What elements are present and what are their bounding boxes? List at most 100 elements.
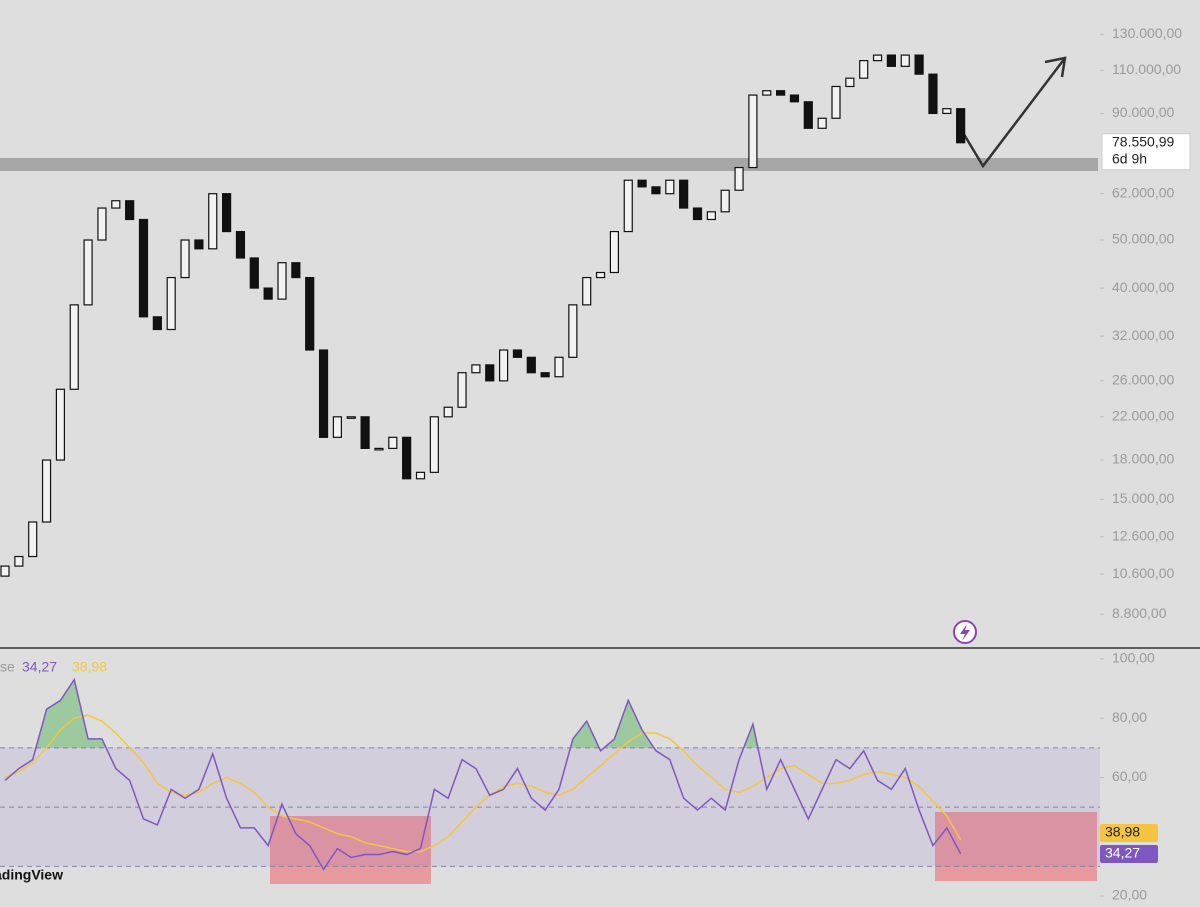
watermark: adingView	[0, 867, 63, 883]
candle-body	[374, 447, 384, 451]
oversold-box	[935, 812, 1097, 881]
y-tick-label: 10.600,00	[1112, 565, 1174, 581]
y-tick-label: 32.000,00	[1112, 327, 1174, 343]
badge-text: 34,27	[1105, 845, 1140, 861]
legend-value: 34,27	[22, 659, 57, 675]
y-tick-label: 12.600,00	[1112, 528, 1174, 544]
candle-body	[526, 356, 536, 374]
candle-body	[651, 186, 661, 195]
candle-body	[138, 218, 149, 318]
candle-body	[540, 372, 550, 378]
resistance-zone	[0, 158, 1098, 171]
candle-body	[111, 200, 121, 209]
candle-body	[166, 276, 176, 331]
candle-body	[665, 179, 675, 195]
candle-body	[318, 349, 329, 438]
y-tick-label: 130.000,00	[1112, 25, 1182, 41]
y-tick-label: 90.000,00	[1112, 104, 1174, 120]
candle-body	[332, 416, 342, 438]
candle-body	[692, 207, 703, 221]
candle-body	[748, 94, 758, 169]
candle-body	[222, 193, 232, 233]
oversold-box	[270, 816, 431, 884]
candle-body	[637, 179, 647, 188]
candle-body	[609, 230, 620, 274]
y-tick-label: 26.000,00	[1112, 372, 1174, 388]
candle-body	[942, 108, 952, 115]
candle-body	[443, 406, 453, 418]
candle-body	[14, 555, 24, 567]
y-tick-label: 100,00	[1112, 650, 1155, 666]
badge-text: 38,98	[1105, 824, 1140, 840]
candle-body	[180, 239, 190, 279]
candle-body	[263, 287, 273, 300]
y-tick-label: 18.000,00	[1112, 451, 1174, 467]
price-text: 78.550,99	[1112, 133, 1174, 149]
candle-body	[803, 101, 813, 129]
candle-body	[762, 90, 772, 96]
candle-body	[595, 271, 606, 279]
candle-body	[679, 179, 689, 209]
candle-body	[41, 459, 52, 523]
legend-value: 38,98	[72, 659, 107, 675]
overbought-area	[5, 679, 961, 748]
y-tick-label: 40.000,00	[1112, 279, 1174, 295]
lightning	[960, 624, 970, 641]
value-badge	[1100, 824, 1158, 842]
candle-body	[388, 436, 398, 449]
y-tick-label: 60,00	[1112, 768, 1147, 784]
candle-body	[360, 416, 370, 449]
candle-body	[582, 276, 592, 306]
projection-arrow	[960, 57, 1066, 169]
y-tick-label: 22.000,00	[1112, 408, 1174, 424]
candle-body	[0, 565, 10, 577]
candle-body	[69, 304, 79, 390]
candle-body	[512, 349, 523, 358]
candle-body	[235, 230, 246, 259]
candle-body	[734, 166, 744, 191]
rsi-line	[4, 677, 962, 871]
candle-body	[194, 239, 204, 250]
candle-body	[872, 54, 883, 62]
candle-body	[789, 94, 800, 103]
candle-body	[346, 416, 356, 419]
candle-body	[97, 207, 107, 241]
candle-body	[900, 54, 910, 67]
candle-body	[55, 388, 66, 461]
rsi-line	[4, 714, 962, 853]
candle-body	[568, 304, 578, 358]
candle-body	[623, 179, 633, 233]
y-tick-label: 50.000,00	[1112, 231, 1174, 247]
candle-body	[928, 73, 938, 115]
candle-body	[554, 356, 564, 378]
value-badge	[1100, 845, 1158, 863]
price-badge	[1101, 133, 1191, 171]
y-tick-label: 20,00	[1112, 887, 1147, 903]
candle-body	[956, 108, 966, 144]
candle-body	[291, 262, 301, 279]
candle-body	[277, 262, 287, 300]
candle-body	[457, 372, 467, 408]
candle-body	[485, 364, 495, 382]
arrow-head	[1044, 56, 1067, 78]
candle-body	[249, 257, 259, 289]
candle-body	[208, 193, 218, 250]
candle-body	[817, 117, 827, 129]
candle-body	[886, 54, 897, 67]
candle-body	[914, 54, 924, 75]
candle-body	[845, 77, 855, 88]
candle-body	[402, 436, 412, 480]
y-tick-label: 8.800,00	[1112, 605, 1167, 621]
candle-body	[831, 85, 841, 119]
candle-body	[775, 90, 786, 96]
candle-body	[720, 189, 730, 213]
y-tick-label: 110.000,00	[1112, 61, 1181, 77]
candle-body	[471, 364, 481, 374]
y-tick-label: 62.000,00	[1112, 184, 1174, 200]
candle-body	[152, 316, 162, 331]
candle-body	[28, 521, 38, 558]
source-label: se	[0, 659, 15, 675]
